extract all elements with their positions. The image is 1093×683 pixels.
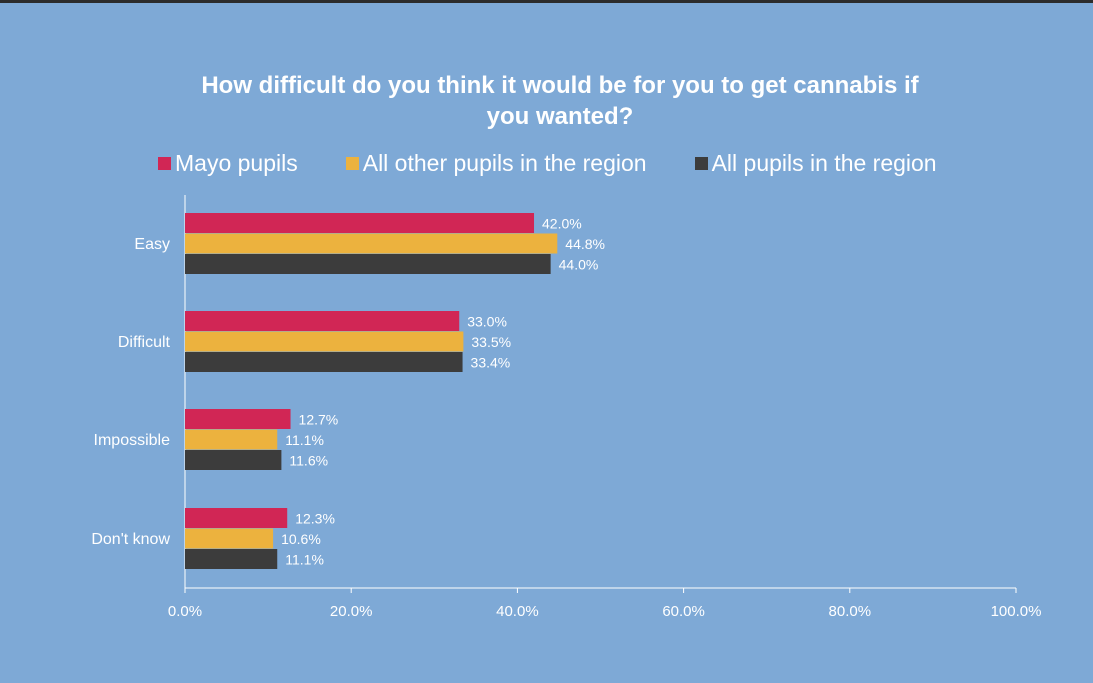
- data-label: 44.8%: [565, 236, 605, 252]
- bar: [185, 352, 463, 372]
- legend-item-all-pupils: All pupils in the region: [694, 149, 937, 177]
- data-label: 33.4%: [471, 354, 511, 370]
- chart-title-line-1: How difficult do you think it would be f…: [201, 72, 919, 99]
- data-label: 12.7%: [299, 411, 339, 427]
- data-label: 10.6%: [281, 531, 321, 547]
- category-label: Difficult: [118, 334, 171, 351]
- bar: [185, 331, 464, 352]
- bar: [185, 528, 274, 549]
- x-tick-label: 0.0%: [168, 603, 202, 620]
- bar: [185, 450, 282, 470]
- x-tick-label: 40.0%: [496, 603, 539, 620]
- legend-item-mayo-pupils: Mayo pupils: [158, 150, 298, 177]
- window-top-bar: [0, 0, 1093, 3]
- chart-title-line-2: you wanted?: [486, 103, 634, 130]
- x-tick-label: 60.0%: [662, 603, 705, 620]
- bar: [185, 508, 288, 528]
- x-tick-label: 80.0%: [829, 603, 872, 620]
- bar: [185, 429, 278, 450]
- bar: [185, 409, 291, 429]
- legend-swatch-all-pupils: [694, 156, 708, 170]
- data-label: 11.1%: [285, 551, 324, 567]
- bar: [185, 213, 535, 233]
- bar: [185, 254, 551, 274]
- legend-item-all-other-pupils: All other pupils in the region: [345, 149, 647, 177]
- bar: [185, 233, 558, 254]
- legend-swatch-mayo-pupils: [158, 156, 171, 170]
- x-tick-label: 100.0%: [991, 603, 1042, 620]
- legend-label-mayo-pupils: Mayo pupils: [175, 149, 298, 176]
- data-label: 44.0%: [559, 256, 599, 272]
- chart-title: How difficult do you think it would be f…: [160, 70, 960, 132]
- legend-swatch-all-other-pupils: [345, 156, 359, 170]
- bar: [185, 549, 278, 569]
- data-label: 12.3%: [295, 510, 335, 526]
- chart-legend: Mayo pupils All other pupils in the regi…: [158, 148, 937, 178]
- data-label: 11.6%: [289, 452, 328, 468]
- data-label: 11.1%: [285, 432, 324, 448]
- category-label: Don't know: [91, 531, 170, 548]
- bar: [185, 311, 460, 331]
- x-tick-label: 20.0%: [330, 603, 373, 620]
- legend-label-all-pupils: All pupils in the region: [711, 149, 937, 176]
- data-label: 42.0%: [542, 215, 582, 231]
- data-label: 33.0%: [467, 313, 507, 329]
- legend-label-all-other-pupils: All other pupils in the region: [362, 149, 647, 176]
- data-label: 33.5%: [471, 334, 511, 350]
- category-label: Easy: [134, 236, 170, 253]
- category-label: Impossible: [94, 432, 171, 449]
